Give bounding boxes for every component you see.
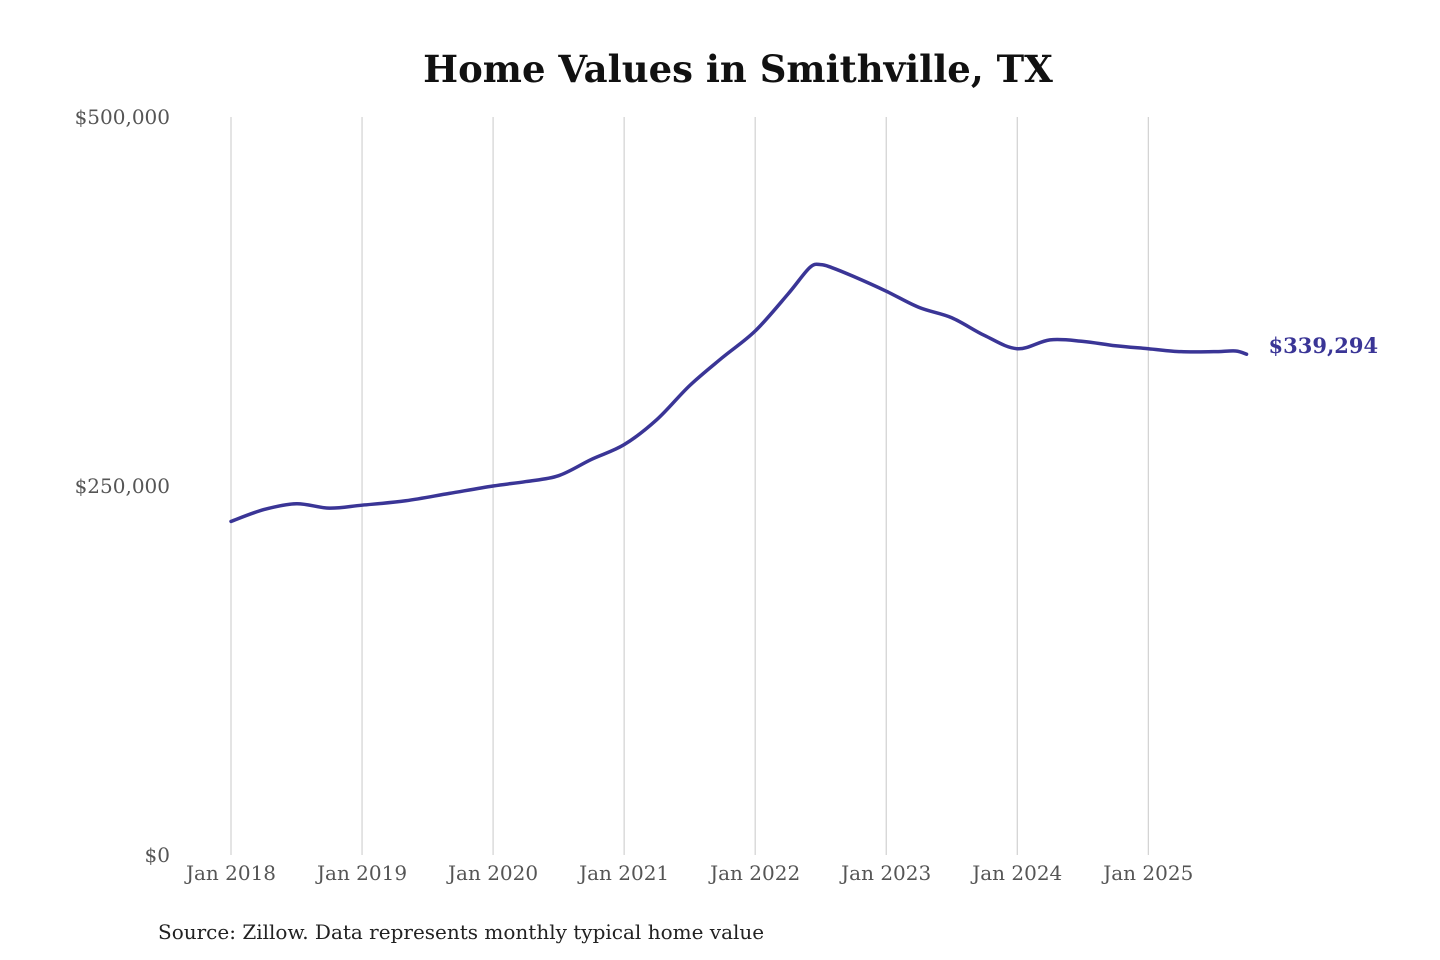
y-axis: $0 $250,000 $500,000: [75, 105, 170, 867]
x-axis: Jan 2018 Jan 2019 Jan 2020 Jan 2021 Jan 2022…: [184, 861, 1193, 885]
x-tick-label: Jan 2018: [184, 861, 276, 885]
y-tick-label: $0: [145, 843, 170, 867]
x-tick-label: Jan 2025: [1101, 861, 1193, 885]
gridlines: [230, 117, 1149, 855]
source-note: Source: Zillow. Data represents monthly …: [158, 920, 764, 944]
x-tick-label: Jan 2024: [970, 861, 1062, 885]
x-tick-label: Jan 2022: [708, 861, 800, 885]
x-tick-label: Jan 2023: [839, 861, 931, 885]
y-tick-label: $500,000: [75, 105, 170, 129]
y-tick-label: $250,000: [75, 474, 170, 498]
x-tick-label: Jan 2020: [446, 861, 538, 885]
x-tick-label: Jan 2019: [315, 861, 407, 885]
x-tick-label: Jan 2021: [577, 861, 669, 885]
end-value-label: $339,294: [1269, 333, 1379, 358]
series-line: [229, 262, 1249, 524]
chart-title: Home Values in Smithville, TX: [423, 47, 1053, 91]
